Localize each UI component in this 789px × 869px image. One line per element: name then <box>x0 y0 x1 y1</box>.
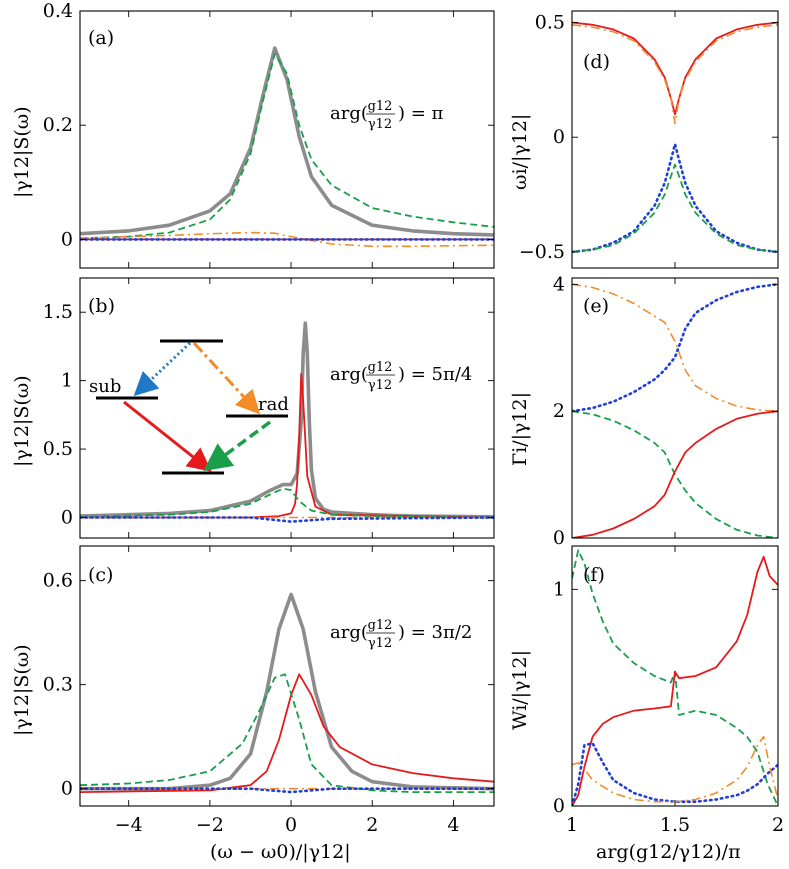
annotation-a-suffix: ) = π <box>398 103 444 124</box>
ytick-label-c-1: 0.3 <box>43 674 73 696</box>
xtick-label-c-1: −2 <box>196 814 224 836</box>
ytick-label-c-2: 0.6 <box>43 570 73 592</box>
level-diagram-inset: sub rad <box>89 339 289 475</box>
xtick-label-f-1: 1.5 <box>660 814 690 836</box>
xtick-label-c-2: 0 <box>285 814 297 836</box>
series-b-red <box>80 372 494 519</box>
left-xlabel: (ω − ω0)/|γ12| <box>210 841 351 863</box>
arrow-rad-to-ground <box>203 420 272 472</box>
annotation-c-num: g12 <box>368 618 393 633</box>
series-e-blue <box>572 283 778 413</box>
annotation-c-suffix: ) = 3π/2 <box>398 622 472 643</box>
ytick-label-e-2: 4 <box>553 273 565 295</box>
annotation-b-suffix: ) = 5π/4 <box>398 364 472 385</box>
ytick-label-b-3: 1.5 <box>43 301 73 323</box>
annotation-b-den: γ12 <box>368 378 392 393</box>
annotation-c-prefix: arg( <box>330 622 368 643</box>
series-d-orange <box>572 24 778 125</box>
annotation-a-num: g12 <box>368 99 393 114</box>
axis-frame-a <box>79 10 495 269</box>
annotation-b-num: g12 <box>368 360 393 375</box>
inset-label-rad: rad <box>258 394 289 415</box>
ytick-label-e-0: 0 <box>553 527 565 549</box>
series-c-red <box>80 673 494 793</box>
right-ylabel-e: Γi/|γ12| <box>509 392 531 466</box>
ytick-label-a-0: 0 <box>61 228 73 250</box>
panel-tag-b: (b) <box>88 295 115 317</box>
arrow-top-to-rad <box>192 341 261 415</box>
ytick-label-b-1: 0.5 <box>43 438 73 460</box>
ytick-label-d-0: −0.5 <box>519 241 565 263</box>
ytick-label-a-1: 0.2 <box>43 114 73 136</box>
axis-frame-c <box>79 545 495 807</box>
series-f-green <box>572 549 778 806</box>
series-d-blue <box>572 142 778 254</box>
annotation-c: arg( g12 γ12 ) = 3π/2 <box>330 618 472 651</box>
arrow-top-to-sub <box>133 341 192 397</box>
series-f-red <box>572 555 778 806</box>
left-ylabel-c: |γ12|S(ω) <box>11 644 33 736</box>
series-e-red <box>572 410 778 538</box>
annotation-b-prefix: arg( <box>330 364 368 385</box>
series-a-orange <box>80 231 494 248</box>
ytick-label-c-0: 0 <box>61 778 73 800</box>
series-e-orange <box>572 283 778 412</box>
series-d-red <box>572 21 778 116</box>
xtick-label-f-2: 2 <box>772 814 784 836</box>
xtick-label-c-3: 2 <box>366 814 378 836</box>
ytick-label-a-2: 0.4 <box>43 0 73 22</box>
annotation-a: arg( g12 γ12 ) = π <box>330 99 444 132</box>
panel-tag-e: (e) <box>583 295 609 317</box>
series-f-orange <box>572 735 778 803</box>
axis-frame-d <box>571 10 779 269</box>
ytick-label-f-0: 0 <box>553 795 565 817</box>
ytick-label-f-1: 1 <box>553 578 565 600</box>
ytick-label-b-0: 0 <box>61 506 73 528</box>
series-b-blue <box>80 516 494 523</box>
left-ylabel-b: |γ12|S(ω) <box>11 375 33 467</box>
series-a-gray <box>80 46 494 237</box>
inset-label-sub: sub <box>89 376 121 397</box>
right-xlabel: arg(g12/γ12)/π <box>596 841 741 863</box>
series-a-green <box>80 52 494 240</box>
xtick-label-f-0: 1 <box>566 814 578 836</box>
annotation-a-den: γ12 <box>368 117 392 132</box>
series-b-gray <box>80 321 494 519</box>
series-e-green <box>572 410 778 538</box>
xtick-label-c-4: 4 <box>447 814 459 836</box>
panel-tag-d: (d) <box>583 51 610 73</box>
axis-frame-b <box>79 277 495 539</box>
left-ylabel-a: |γ12|S(ω) <box>11 106 33 198</box>
arrow-sub-to-ground <box>123 400 212 472</box>
annotation-b: arg( g12 γ12 ) = 5π/4 <box>330 360 472 393</box>
right-ylabel-f: Wi/|γ12| <box>509 650 531 730</box>
annotation-a-prefix: arg( <box>330 103 368 124</box>
ytick-label-d-2: 0.5 <box>535 11 565 33</box>
panel-tag-f: (f) <box>583 564 605 586</box>
right-ylabel-d: ωi/|γ12| <box>509 114 531 190</box>
panel-tag-a: (a) <box>88 27 114 49</box>
ytick-label-b-2: 1 <box>61 370 73 392</box>
series-c-blue <box>80 787 494 794</box>
series-d-green <box>572 163 778 253</box>
plot-layer: 0 0.2 0.4 0 0.5 1 1.5 0 0.3 0.6 −4 −2 0 2 4 −0.5 0 0.5 0 2 4… <box>43 0 784 836</box>
xtick-label-c-0: −4 <box>115 814 143 836</box>
annotation-c-den: γ12 <box>368 636 392 651</box>
series-b-green <box>80 487 494 519</box>
ytick-label-e-1: 2 <box>553 400 565 422</box>
series-c-gray <box>80 592 494 791</box>
ytick-label-d-1: 0 <box>553 126 565 148</box>
series-f-blue <box>572 741 778 806</box>
panel-tag-c: (c) <box>88 564 113 586</box>
series-c-green <box>80 673 494 793</box>
